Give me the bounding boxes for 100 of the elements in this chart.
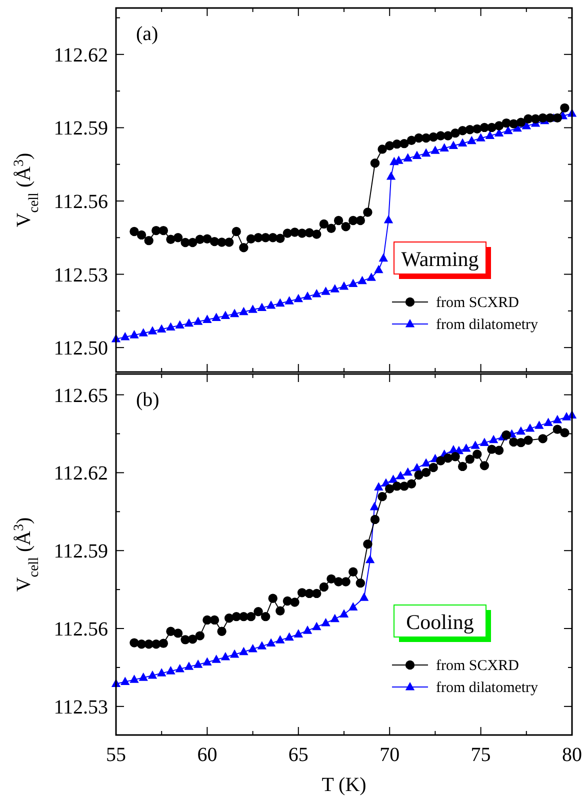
point <box>534 420 544 429</box>
point <box>239 243 248 252</box>
y-tick-label: 112.62 <box>54 462 108 485</box>
point <box>220 652 230 660</box>
point <box>348 567 358 576</box>
point <box>326 224 336 233</box>
point <box>138 328 148 336</box>
point <box>334 216 344 226</box>
point <box>321 618 330 626</box>
y-tick-label: 112.56 <box>54 618 108 641</box>
point <box>370 502 380 510</box>
point <box>470 440 480 449</box>
text: (a) <box>136 23 158 45</box>
x-tick-label: 55 <box>106 744 126 766</box>
point <box>396 471 406 480</box>
point <box>144 236 154 246</box>
point <box>260 612 270 622</box>
x-tick-label: 65 <box>288 744 308 766</box>
x-tick-label: 80 <box>562 744 582 766</box>
point <box>378 253 388 262</box>
point <box>538 434 548 444</box>
point <box>321 286 330 295</box>
point <box>516 118 526 127</box>
point <box>552 113 562 123</box>
point <box>330 284 340 292</box>
point <box>421 133 431 143</box>
point <box>326 574 336 584</box>
point <box>476 133 486 142</box>
point <box>130 226 139 236</box>
point <box>276 606 285 616</box>
point <box>374 482 384 490</box>
point <box>282 596 292 606</box>
point <box>370 514 380 524</box>
point <box>358 276 367 284</box>
point <box>284 296 294 304</box>
legend-label: from SCXRD <box>436 658 520 674</box>
point <box>385 484 394 494</box>
point <box>516 426 526 435</box>
point <box>173 233 183 242</box>
point <box>341 222 350 232</box>
point <box>224 238 234 247</box>
point <box>136 230 146 240</box>
point <box>378 492 387 502</box>
point <box>158 226 168 236</box>
point <box>257 302 267 311</box>
point <box>246 612 256 622</box>
point <box>348 602 358 610</box>
point <box>319 219 329 229</box>
point <box>210 615 220 625</box>
y-tick-label: 112.53 <box>54 264 108 286</box>
point <box>400 138 409 148</box>
point <box>384 214 394 224</box>
point <box>339 609 349 618</box>
point <box>266 300 276 309</box>
point <box>130 674 139 683</box>
point <box>195 631 205 640</box>
point <box>184 318 194 327</box>
point <box>158 638 168 648</box>
point <box>348 278 358 288</box>
point <box>421 148 431 157</box>
point <box>552 424 562 434</box>
point <box>248 644 258 652</box>
point <box>412 462 422 472</box>
point <box>175 664 184 672</box>
point <box>458 462 468 472</box>
point <box>120 332 130 340</box>
point <box>202 657 212 666</box>
point <box>166 322 176 331</box>
x-axis-title: T (K) <box>322 774 366 796</box>
text: (b) <box>136 389 160 411</box>
point <box>294 629 303 638</box>
point <box>386 172 396 180</box>
y-tick-label: 112.56 <box>54 190 108 213</box>
point <box>524 436 533 445</box>
point <box>230 649 240 658</box>
point <box>173 628 183 638</box>
point <box>406 479 416 488</box>
point <box>268 594 278 603</box>
point <box>403 467 412 476</box>
point <box>257 641 267 650</box>
point <box>294 294 303 302</box>
point <box>120 676 130 685</box>
y-tick-label: 112.59 <box>54 118 108 140</box>
point <box>312 289 322 298</box>
x-tick-label: 60 <box>197 744 218 766</box>
point <box>374 264 384 274</box>
point <box>148 670 158 679</box>
point <box>421 458 431 467</box>
point <box>276 635 285 644</box>
point <box>414 470 424 480</box>
point <box>421 468 431 478</box>
point <box>356 216 366 226</box>
point <box>363 208 372 217</box>
point <box>400 482 409 491</box>
point <box>312 230 322 239</box>
point <box>502 430 511 440</box>
point <box>525 423 535 432</box>
point <box>467 136 476 144</box>
point <box>184 662 194 670</box>
point <box>412 150 422 160</box>
